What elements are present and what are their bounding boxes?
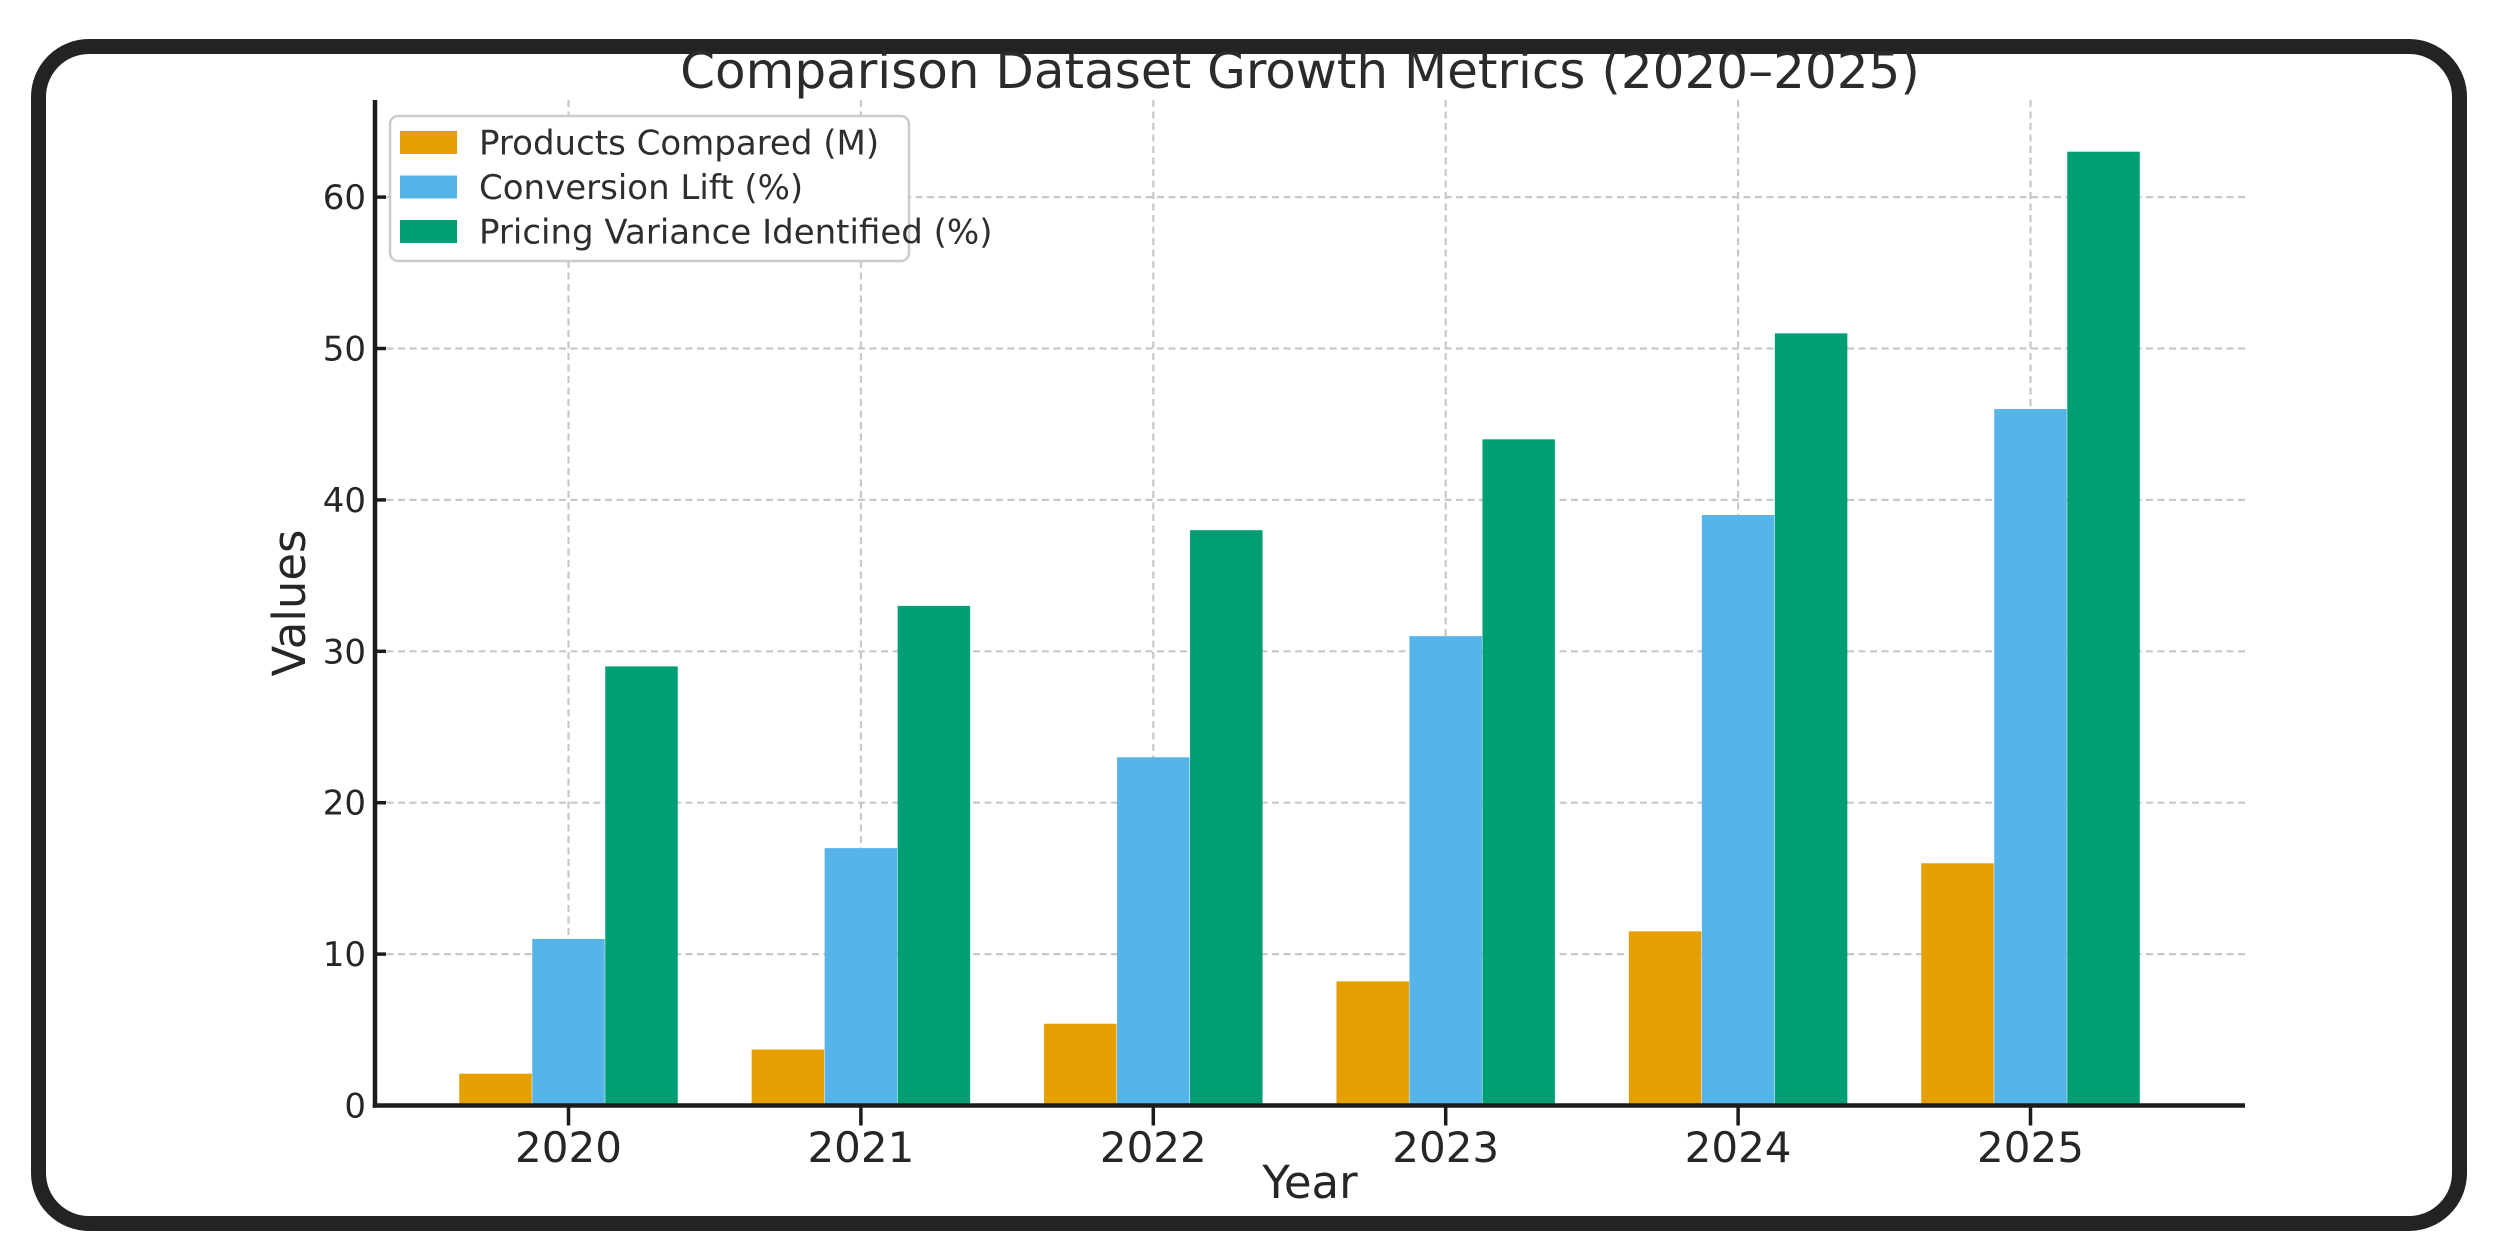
bar-2020-series2 [605,666,678,1106]
bar-2025-series0 [1921,863,1994,1106]
bar-2023-series0 [1336,981,1409,1106]
bars-layer [459,151,2140,1106]
bar-2021-series2 [897,605,971,1106]
decorative-pixel-frame [31,39,2467,1231]
bar-2021-series1 [824,848,898,1106]
y-tick-label-20: 20 [323,784,366,824]
y-tick-label-0: 0 [344,1087,366,1127]
bar-2023-series1 [1409,636,1482,1106]
bar-2022-series0 [1044,1023,1117,1106]
x-tick-label-2024: 2024 [1685,1123,1792,1172]
legend-swatch-series0 [400,131,457,154]
bar-2023-series2 [1482,439,1555,1106]
bar-2022-series1 [1117,757,1190,1106]
x-tick-label-2021: 2021 [807,1123,914,1172]
bar-2025-series1 [1994,409,2067,1106]
bar-2024-series1 [1701,515,1775,1106]
bar-2025-series2 [2067,151,2140,1106]
y-tick-label-60: 60 [323,178,366,218]
chart-title: Comparison Dataset Growth Metrics (2020–… [680,42,1920,100]
legend-label-series1: Conversion Lift (%) [479,168,803,208]
legend-swatch-series1 [400,175,457,199]
legend-label-series0: Products Compared (M) [479,124,879,164]
bar-2020-series1 [532,938,605,1106]
legend-box [388,114,911,263]
bar-2024-series2 [1774,333,1848,1106]
y-tick-label-40: 40 [323,481,366,521]
bar-2020-series0 [459,1073,532,1106]
legend-layer: Products Compared (M)Conversion Lift (%)… [388,114,993,263]
bar-2024-series0 [1628,931,1702,1106]
y-tick-label-50: 50 [323,330,366,370]
legend-swatch-series2 [400,220,457,243]
x-tick-label-2022: 2022 [1100,1123,1207,1172]
x-tick-label-2025: 2025 [1977,1123,2084,1172]
legend-label-series2: Pricing Variance Identified (%) [479,213,993,253]
x-tick-label-2020: 2020 [515,1123,622,1172]
bar-2021-series0 [751,1049,825,1106]
x-axis-label: Year [1261,1156,1358,1209]
axes-layer: 0 10 20 30 40 50 60 2020 2021 2022 2023 2024 2025 [323,100,2245,1172]
x-tick-label-2023: 2023 [1392,1123,1499,1172]
bar-2022-series2 [1190,530,1263,1106]
y-tick-label-10: 10 [323,935,366,975]
y-tick-label-30: 30 [323,632,366,672]
y-axis-label: Values [263,529,316,676]
